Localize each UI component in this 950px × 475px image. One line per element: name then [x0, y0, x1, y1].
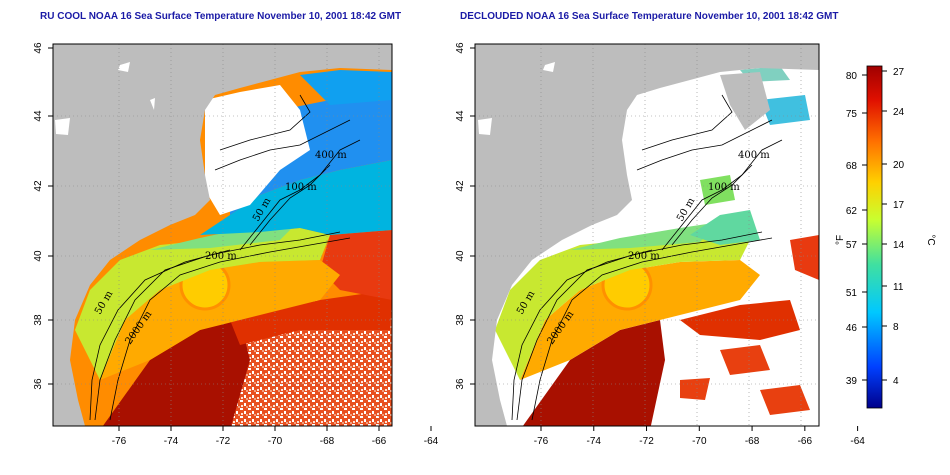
left-map-panel: 400 m 100 m 50 m 200 m 50 m 2000 m [52, 43, 393, 427]
x-tick-label: -74 [587, 436, 602, 447]
y-tick-label: 38 [33, 314, 44, 326]
x-tick-label: -76 [112, 436, 127, 447]
contour-label-200m-r: 200 m [628, 251, 660, 262]
y-tick-label: 38 [455, 314, 466, 326]
fahrenheit-tick-label: 51 [846, 288, 858, 299]
land-mass-declouded [475, 44, 819, 426]
x-tick-label: -64 [424, 436, 439, 447]
x-tick-label: -70 [268, 436, 283, 447]
x-tick-label: -70 [692, 436, 707, 447]
x-tick-label: -68 [745, 436, 760, 447]
y-tick-label: 46 [455, 42, 466, 54]
celsius-tick-label: 17 [893, 200, 905, 211]
y-tick-label: 46 [33, 42, 44, 54]
right-map-axes: -76 -74 -72 -70 -68 -66 -64 36 38 40 42 44 46 [455, 42, 865, 447]
y-tick-label: 42 [455, 180, 466, 192]
celsius-tick-label: 8 [893, 322, 899, 333]
left-map-axes: -76 -74 -72 -70 -68 -66 -64 36 38 40 42 44 46 [33, 42, 439, 447]
fahrenheit-tick-label: 62 [846, 206, 858, 217]
fahrenheit-tick-label: 75 [846, 109, 858, 120]
fahrenheit-unit-label: °F [835, 235, 846, 245]
right-map-title: DECLOUDED NOAA 16 Sea Surface Temperatur… [460, 11, 839, 22]
contour-label-400m: 400 m [315, 150, 347, 161]
x-tick-label: -64 [850, 436, 865, 447]
celsius-tick-label: 11 [893, 282, 904, 293]
y-tick-label: 40 [455, 250, 466, 262]
land-mass [53, 44, 392, 426]
x-tick-label: -76 [534, 436, 549, 447]
x-tick-label: -72 [639, 436, 654, 447]
celsius-tick-label: 4 [893, 376, 899, 387]
colorbar-gradient [866, 65, 883, 409]
x-tick-label: -72 [216, 436, 231, 447]
temperature-colorbar: 80 75 68 62 57 51 46 39 27 24 20 17 14 11 8 4 °F °C [835, 65, 936, 409]
celsius-tick-label: 14 [893, 240, 905, 251]
left-map-title: RU COOL NOAA 16 Sea Surface Temperature … [40, 11, 402, 22]
celsius-tick-label: 27 [893, 67, 905, 78]
fahrenheit-tick-label: 57 [846, 240, 858, 251]
gulf-stream-core [102, 320, 250, 426]
contour-label-400m-r: 400 m [738, 150, 770, 161]
x-tick-label: -66 [372, 436, 387, 447]
y-tick-label: 40 [33, 250, 44, 262]
y-tick-label: 42 [33, 180, 44, 192]
cloud-cover [205, 85, 310, 215]
y-tick-label: 44 [33, 110, 44, 122]
contour-label-100m: 100 m [285, 182, 317, 193]
fahrenheit-tick-label: 46 [846, 323, 858, 334]
x-tick-label: -68 [320, 436, 335, 447]
x-tick-label: -74 [164, 436, 179, 447]
fahrenheit-tick-label: 39 [846, 376, 858, 387]
celsius-tick-label: 20 [893, 160, 905, 171]
right-map-panel: 400 m 100 m 50 m 200 m 50 m 2000 m [474, 43, 820, 427]
y-tick-label: 36 [33, 378, 44, 390]
y-tick-label: 44 [455, 110, 466, 122]
contour-label-100m-r: 100 m [708, 182, 740, 193]
x-tick-label: -66 [798, 436, 813, 447]
celsius-unit-label: °C [925, 234, 936, 245]
y-tick-label: 36 [455, 378, 466, 390]
fahrenheit-tick-label: 68 [846, 161, 858, 172]
bathymetry-contours [89, 94, 361, 421]
celsius-tick-label: 24 [893, 107, 905, 118]
contour-label-200m: 200 m [205, 251, 237, 262]
fahrenheit-tick-label: 80 [846, 71, 858, 82]
